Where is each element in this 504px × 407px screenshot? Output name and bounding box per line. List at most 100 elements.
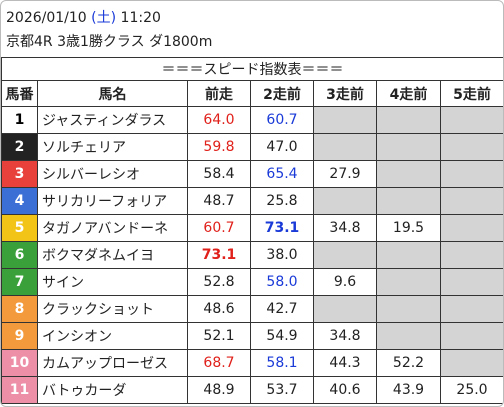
speed-index: 9.6 xyxy=(313,268,377,296)
column-header: 前走 xyxy=(187,80,251,107)
column-header: 馬番 xyxy=(1,80,38,107)
empty-cell xyxy=(376,295,441,323)
date-line: 2026/01/10 (土) 11:20 xyxy=(6,7,161,27)
horse-number: 6 xyxy=(1,241,38,269)
speed-index: 73.1 xyxy=(187,241,251,269)
horse-number: 8 xyxy=(1,295,38,323)
column-header: 3走前 xyxy=(313,80,377,107)
speed-index: 64.0 xyxy=(187,106,251,134)
horse-name: シルバーレシオ xyxy=(37,160,188,188)
weekday: 土 xyxy=(96,10,111,26)
horse-number: 3 xyxy=(1,160,38,188)
speed-index: 60.7 xyxy=(187,214,251,242)
empty-cell xyxy=(313,133,377,161)
table-body: ＝＝＝スピード指数表＝＝＝ 馬番 馬名 前走 2走前 3走前 4走前 5走前 1 ジャスティン… xyxy=(1,57,503,404)
empty-cell xyxy=(313,295,377,323)
horse-name: ボクマダネムイヨ xyxy=(37,241,188,269)
horse-number: 9 xyxy=(1,322,38,350)
horse-name: サイン xyxy=(37,268,188,296)
speed-index: 52.1 xyxy=(187,322,251,350)
empty-cell xyxy=(439,241,503,269)
speed-index: 48.7 xyxy=(187,187,251,215)
empty-cell xyxy=(439,322,503,350)
speed-index: 53.7 xyxy=(250,376,314,404)
horse-number: 7 xyxy=(1,268,38,296)
horse-name: サリカリーフォリア xyxy=(37,187,188,215)
empty-cell xyxy=(313,187,377,215)
speed-index: 65.4 xyxy=(250,160,314,188)
speed-index: 40.6 xyxy=(313,376,377,404)
speed-index: 44.3 xyxy=(313,349,377,377)
horse-number: 10 xyxy=(1,349,38,377)
horse-number: 11 xyxy=(1,376,38,404)
speed-index: 73.1 xyxy=(250,214,314,242)
horse-number: 4 xyxy=(1,187,38,215)
horse-row: 8 クラックショット 48.6 42.7 xyxy=(1,295,503,323)
empty-cell xyxy=(439,268,503,296)
horse-row: 6 ボクマダネムイヨ 73.1 38.0 xyxy=(1,241,503,269)
horse-name: ジャスティンダラス xyxy=(37,106,188,134)
empty-cell xyxy=(376,322,441,350)
empty-cell xyxy=(439,133,503,161)
empty-cell xyxy=(439,295,503,323)
horse-row: 10 カムアップローゼス 68.7 58.1 44.3 52.2 xyxy=(1,349,503,377)
empty-cell xyxy=(376,133,441,161)
speed-index: 68.7 xyxy=(187,349,251,377)
empty-cell xyxy=(376,106,441,134)
empty-cell xyxy=(439,349,503,377)
horse-row: 1 ジャスティンダラス 64.0 60.7 xyxy=(1,106,503,134)
column-header: 5走前 xyxy=(439,80,503,107)
empty-cell xyxy=(439,160,503,188)
horse-row: 11 バトゥカーダ 48.9 53.7 40.6 43.9 25.0 xyxy=(1,376,503,404)
column-header: 4走前 xyxy=(376,80,441,107)
race-info: 京都4R 3歳1勝クラス ダ1800m xyxy=(6,34,213,50)
time: 11:20 xyxy=(120,10,161,26)
speed-index: 34.8 xyxy=(313,322,377,350)
speed-index: 52.2 xyxy=(376,349,441,377)
horse-number: 2 xyxy=(1,133,38,161)
speed-index: 58.1 xyxy=(250,349,314,377)
empty-cell xyxy=(439,214,503,242)
horse-name: ソルチェリア xyxy=(37,133,188,161)
weekday-open: ( xyxy=(91,10,97,26)
horse-name: インシオン xyxy=(37,322,188,350)
speed-index: 47.0 xyxy=(250,133,314,161)
title-row: ＝＝＝スピード指数表＝＝＝ xyxy=(1,57,503,81)
empty-cell xyxy=(376,241,441,269)
empty-cell xyxy=(313,106,377,134)
empty-cell xyxy=(376,160,441,188)
horse-name: タガノアバンドーネ xyxy=(37,214,188,242)
horse-name: クラックショット xyxy=(37,295,188,323)
horse-number: 5 xyxy=(1,214,38,242)
horse-row: 5 タガノアバンドーネ 60.7 73.1 34.8 19.5 xyxy=(1,214,503,242)
speed-index: 58.0 xyxy=(250,268,314,296)
speed-index: 34.8 xyxy=(313,214,377,242)
empty-cell xyxy=(376,268,441,296)
speed-index: 25.8 xyxy=(250,187,314,215)
empty-cell xyxy=(439,106,503,134)
speed-index: 48.9 xyxy=(187,376,251,404)
empty-cell xyxy=(439,187,503,215)
horse-row: 2 ソルチェリア 59.8 47.0 xyxy=(1,133,503,161)
weekday-close: ) xyxy=(110,10,117,26)
table-title: ＝＝＝スピード指数表＝＝＝ xyxy=(1,57,503,81)
horse-number: 1 xyxy=(1,106,38,134)
speed-index: 60.7 xyxy=(250,106,314,134)
empty-cell xyxy=(313,241,377,269)
speed-index: 52.8 xyxy=(187,268,251,296)
empty-cell xyxy=(376,187,441,215)
speed-index: 48.6 xyxy=(187,295,251,323)
date: 2026/01/10 xyxy=(6,10,87,26)
speed-index: 42.7 xyxy=(250,295,314,323)
column-header: 馬名 xyxy=(37,80,188,107)
speed-index: 38.0 xyxy=(250,241,314,269)
horse-row: 3 シルバーレシオ 58.4 65.4 27.9 xyxy=(1,160,503,188)
header-row: 馬番 馬名 前走 2走前 3走前 4走前 5走前 xyxy=(1,80,503,107)
speed-index: 59.8 xyxy=(187,133,251,161)
speed-index: 43.9 xyxy=(376,376,441,404)
speed-index: 25.0 xyxy=(439,376,503,404)
horse-row: 9 インシオン 52.1 54.9 34.8 xyxy=(1,322,503,350)
speed-table: ＝＝＝スピード指数表＝＝＝ 馬番 馬名 前走 2走前 3走前 4走前 5走前 1 ジャスティン… xyxy=(1,57,503,404)
horse-name: バトゥカーダ xyxy=(37,376,188,404)
